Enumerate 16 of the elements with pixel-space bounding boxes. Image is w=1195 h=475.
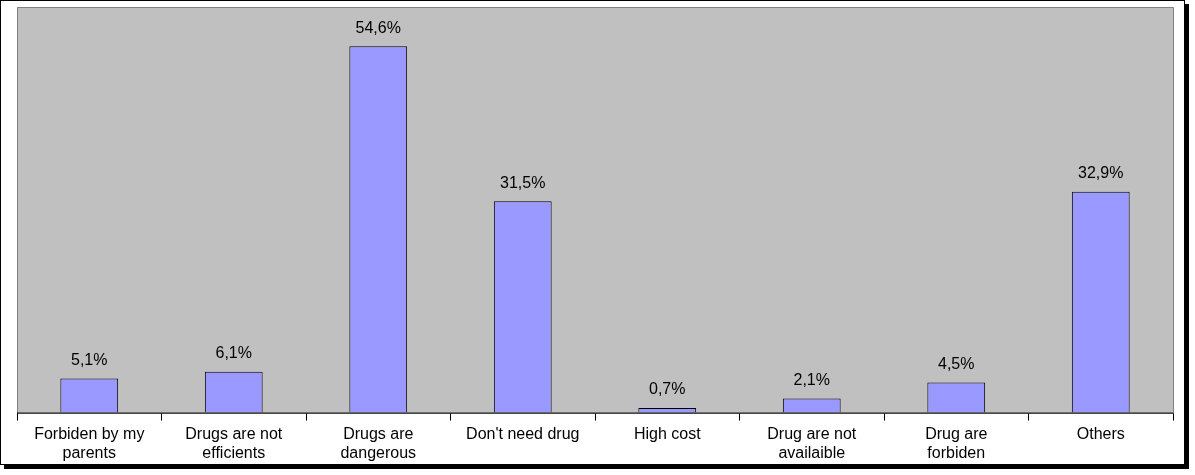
data-label: 54,6% xyxy=(355,18,401,36)
data-label: 4,5% xyxy=(938,354,975,372)
data-label: 5,1% xyxy=(71,350,108,368)
data-label: 6,1% xyxy=(215,344,252,362)
data-label: 0,7% xyxy=(649,380,686,398)
data-label: 32,9% xyxy=(1078,164,1124,182)
x-tick-label: Drug are not availaible xyxy=(767,424,857,461)
x-tick-label: Others xyxy=(1076,424,1125,442)
x-tick-label: Drugs are not efficients xyxy=(185,424,283,461)
data-label: 2,1% xyxy=(793,370,830,388)
x-tick-label: Don't need drug xyxy=(466,424,580,442)
x-tick-label: Drug are forbiden xyxy=(925,424,988,461)
x-tick-label: High cost xyxy=(633,424,702,442)
data-label: 31,5% xyxy=(500,173,546,191)
x-tick-label: Drugs are dangerous xyxy=(340,424,417,461)
x-tick-label: Forbiden by my parents xyxy=(34,424,145,461)
